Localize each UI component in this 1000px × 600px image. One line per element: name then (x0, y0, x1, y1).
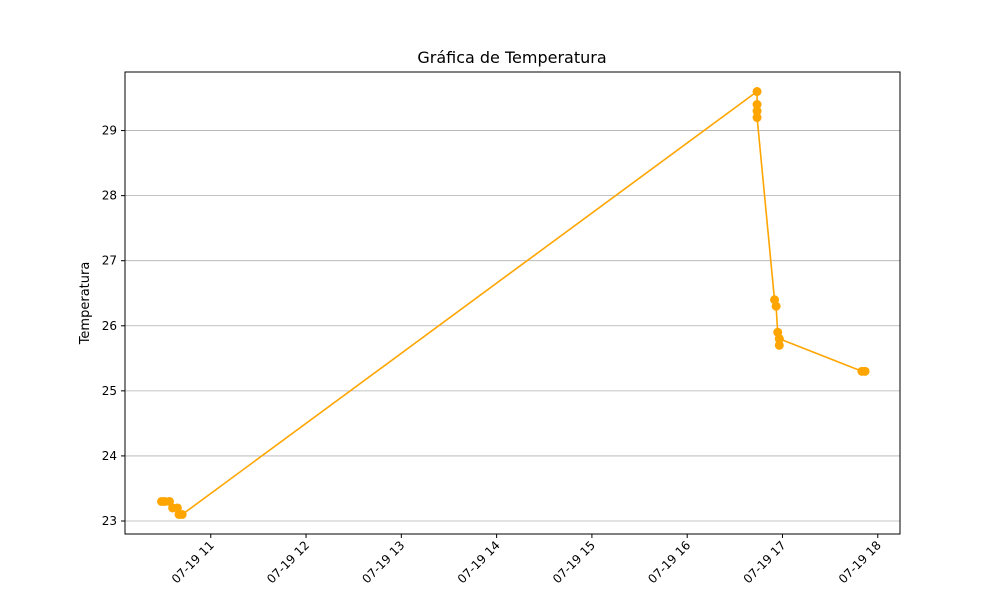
chart-title: Gráfica de Temperatura (417, 48, 606, 67)
gridlines (125, 130, 900, 522)
data-point (752, 100, 762, 110)
y-tick-label: 26 (102, 319, 117, 333)
data-point (752, 87, 762, 97)
y-axis: 23 24 25 26 27 28 29 (102, 124, 125, 528)
data-point (752, 113, 762, 123)
temperature-series (157, 87, 870, 519)
data-point (774, 334, 784, 344)
y-tick-label: 27 (102, 254, 117, 268)
y-axis-label: Temperatura (78, 262, 93, 346)
data-point (752, 106, 762, 116)
data-point (177, 509, 187, 519)
plot-frame (124, 71, 901, 535)
y-tick-label: 24 (102, 449, 117, 463)
y-tick-label: 25 (102, 384, 117, 398)
y-tick-label: 23 (102, 514, 117, 528)
data-point (771, 301, 781, 311)
y-tick-label: 29 (102, 124, 117, 138)
y-tick-label: 28 (102, 189, 117, 203)
data-point (860, 366, 870, 376)
data-point (774, 340, 784, 350)
